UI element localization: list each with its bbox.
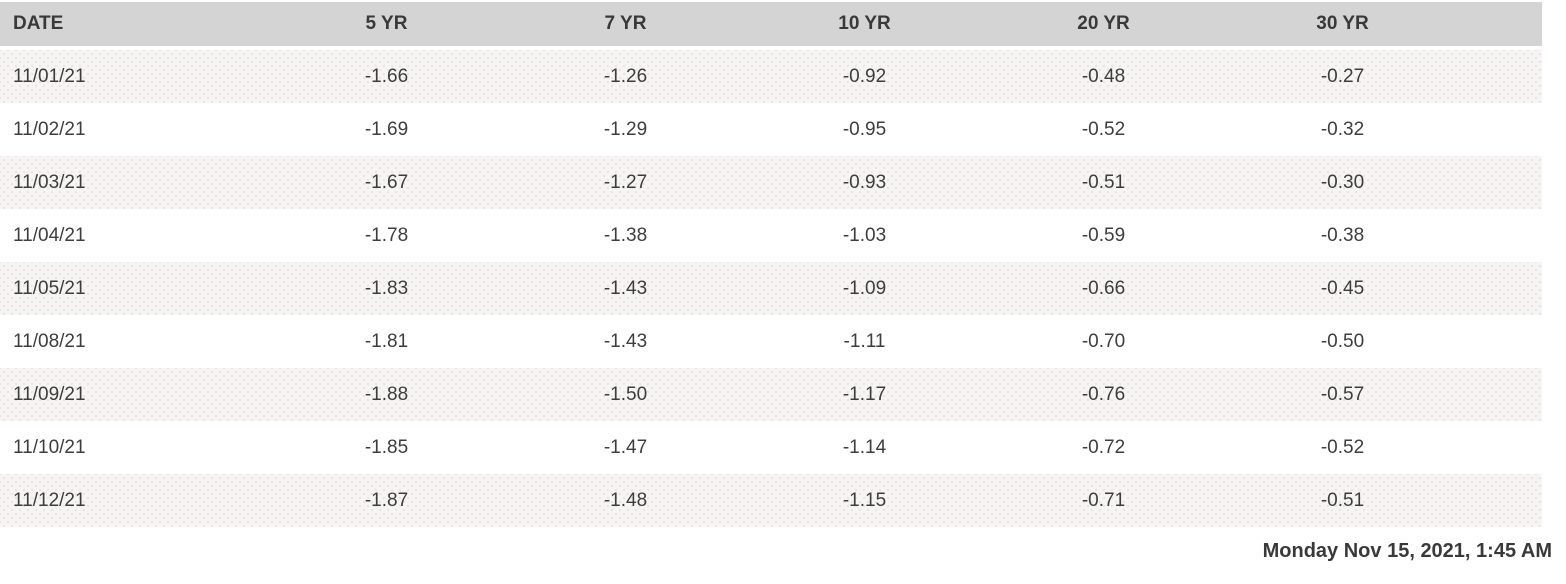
rate-cell: -0.71 <box>1081 489 1126 511</box>
rate-cell: -1.38 <box>603 224 648 246</box>
table-row: 11/08/21 -1.81 -1.43 -1.11 -0.70 -0.50 <box>0 315 1542 368</box>
table-row: 11/03/21 -1.67 -1.27 -0.93 -0.51 -0.30 <box>0 156 1542 209</box>
rate-cell: -0.76 <box>1081 383 1126 405</box>
rate-cell: -1.11 <box>843 330 886 352</box>
date-cell: 11/03/21 <box>13 171 86 193</box>
rate-cell: -1.09 <box>842 277 887 299</box>
table-row: 11/02/21 -1.69 -1.29 -0.95 -0.52 -0.32 <box>0 103 1542 156</box>
rate-cell: -1.69 <box>364 118 409 140</box>
table-row: 11/01/21 -1.66 -1.26 -0.92 -0.48 -0.27 <box>0 50 1542 103</box>
date-cell: 11/04/21 <box>13 224 86 246</box>
table-row: 11/05/21 -1.83 -1.43 -1.09 -0.66 -0.45 <box>0 262 1542 315</box>
rate-cell: -1.47 <box>603 436 648 458</box>
table-footer: Monday Nov 15, 2021, 1:45 AM <box>0 527 1566 575</box>
date-cell: 11/05/21 <box>13 277 86 299</box>
rate-cell: -0.70 <box>1081 330 1126 352</box>
column-header-20-yr: 20 YR <box>1077 13 1130 34</box>
rate-cell: -0.72 <box>1081 436 1126 458</box>
rate-cell: -0.27 <box>1320 65 1365 87</box>
table-row: 11/04/21 -1.78 -1.38 -1.03 -0.59 -0.38 <box>0 209 1542 262</box>
column-header-7-yr: 7 YR <box>604 13 647 34</box>
date-cell: 11/02/21 <box>13 118 86 140</box>
rate-cell: -0.38 <box>1320 224 1365 246</box>
rate-cell: -1.14 <box>842 436 887 458</box>
rate-cell: -1.50 <box>603 383 648 405</box>
column-header-30-yr: 30 YR <box>1316 13 1369 34</box>
rate-cell: -1.43 <box>603 330 648 352</box>
rate-cell: -1.43 <box>603 277 648 299</box>
date-cell: 11/10/21 <box>13 436 86 458</box>
rate-cell: -1.17 <box>842 383 887 405</box>
rate-cell: -0.32 <box>1320 118 1365 140</box>
rate-cell: -1.66 <box>364 65 409 87</box>
date-cell: 11/12/21 <box>13 489 86 511</box>
column-header-5-yr: 5 YR <box>365 13 408 34</box>
rate-cell: -0.92 <box>842 65 887 87</box>
rate-cell: -1.88 <box>364 383 409 405</box>
rate-cell: -1.29 <box>603 118 648 140</box>
rate-cell: -1.85 <box>364 436 409 458</box>
rate-cell: -0.30 <box>1320 171 1365 193</box>
rate-cell: -1.87 <box>364 489 409 511</box>
last-updated-timestamp: Monday Nov 15, 2021, 1:45 AM <box>1262 539 1552 562</box>
rates-table: DATE 5 YR 7 YR 10 YR 20 YR 30 YR 11/01/21 -1.6… <box>0 2 1542 527</box>
rate-cell: -0.59 <box>1081 224 1126 246</box>
rate-cell: -0.52 <box>1081 118 1126 140</box>
table-header-row: DATE 5 YR 7 YR 10 YR 20 YR 30 YR <box>0 2 1542 46</box>
date-cell: 11/08/21 <box>13 330 86 352</box>
rate-cell: -1.26 <box>603 65 648 87</box>
table-row: 11/09/21 -1.88 -1.50 -1.17 -0.76 -0.57 <box>0 368 1542 421</box>
rate-cell: -0.93 <box>842 171 887 193</box>
rate-cell: -1.81 <box>364 330 409 352</box>
rate-cell: -1.83 <box>364 277 409 299</box>
rate-cell: -1.27 <box>603 171 648 193</box>
rate-cell: -0.66 <box>1081 277 1126 299</box>
rate-cell: -0.50 <box>1320 330 1365 352</box>
column-header-date: DATE <box>13 13 64 34</box>
rate-cell: -1.67 <box>364 171 409 193</box>
table-body: 11/01/21 -1.66 -1.26 -0.92 -0.48 -0.27 11/02/2… <box>0 50 1542 527</box>
table-row: 11/12/21 -1.87 -1.48 -1.15 -0.71 -0.51 <box>0 474 1542 527</box>
rate-cell: -0.48 <box>1081 65 1126 87</box>
rate-cell: -1.15 <box>842 489 887 511</box>
rate-cell: -0.45 <box>1320 277 1365 299</box>
date-cell: 11/09/21 <box>13 383 86 405</box>
column-header-10-yr: 10 YR <box>838 13 891 34</box>
rate-cell: -0.95 <box>842 118 887 140</box>
table-row: 11/10/21 -1.85 -1.47 -1.14 -0.72 -0.52 <box>0 421 1542 474</box>
rate-cell: -0.51 <box>1320 489 1365 511</box>
rate-cell: -1.78 <box>364 224 409 246</box>
rate-cell: -0.57 <box>1320 383 1365 405</box>
rate-cell: -1.03 <box>842 224 887 246</box>
rate-cell: -1.48 <box>603 489 648 511</box>
rate-cell: -0.52 <box>1320 436 1365 458</box>
rate-cell: -0.51 <box>1081 171 1126 193</box>
date-cell: 11/01/21 <box>13 65 86 87</box>
